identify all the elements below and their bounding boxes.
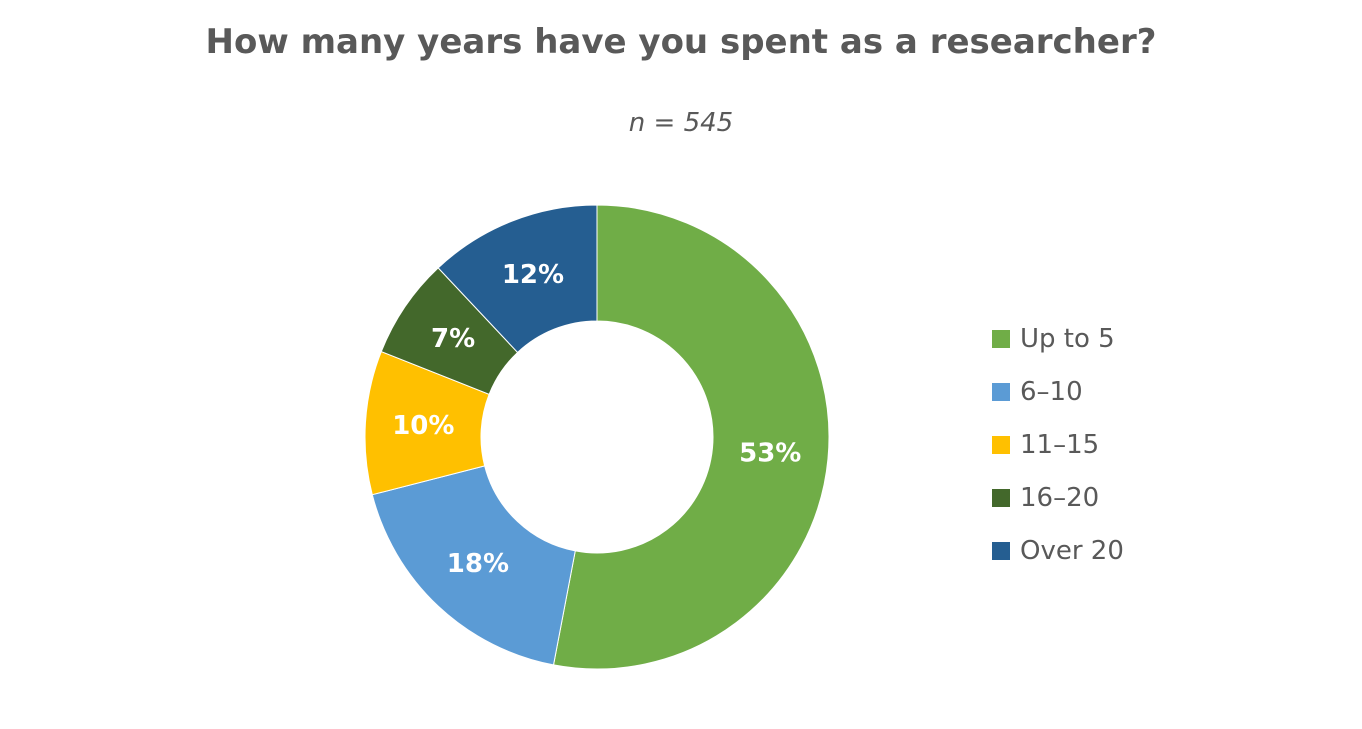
legend: Up to 5 6–10 11–15 16–20 Over 20 bbox=[992, 312, 1124, 577]
legend-label: Over 20 bbox=[1020, 535, 1124, 566]
legend-item: 11–15 bbox=[992, 418, 1124, 471]
slice-data-label-3: 10% bbox=[392, 411, 454, 441]
chart-subtitle: n = 545 bbox=[628, 108, 734, 138]
donut-slice-1 bbox=[552, 204, 830, 670]
legend-item: Up to 5 bbox=[992, 312, 1124, 365]
legend-swatch bbox=[992, 329, 1010, 348]
legend-swatch bbox=[992, 488, 1010, 507]
legend-label: Up to 5 bbox=[1020, 323, 1115, 354]
legend-swatch bbox=[992, 435, 1010, 454]
legend-item: 16–20 bbox=[992, 471, 1124, 524]
legend-swatch bbox=[992, 541, 1010, 560]
slice-data-label-1: 53% bbox=[739, 438, 801, 468]
slice-data-label-5: 12% bbox=[502, 260, 564, 290]
chart-title: How many years have you spent as a resea… bbox=[205, 22, 1157, 62]
slice-data-label-4: 7% bbox=[431, 324, 475, 354]
donut-slice-5 bbox=[437, 204, 598, 354]
legend-label: 6–10 bbox=[1020, 376, 1083, 407]
legend-label: 16–20 bbox=[1020, 482, 1100, 513]
legend-item: 6–10 bbox=[992, 365, 1124, 418]
legend-label: 11–15 bbox=[1020, 429, 1100, 460]
legend-item: Over 20 bbox=[992, 524, 1124, 577]
slice-data-label-2: 18% bbox=[447, 549, 509, 579]
donut-slice-2 bbox=[371, 465, 576, 666]
legend-swatch bbox=[992, 382, 1010, 401]
